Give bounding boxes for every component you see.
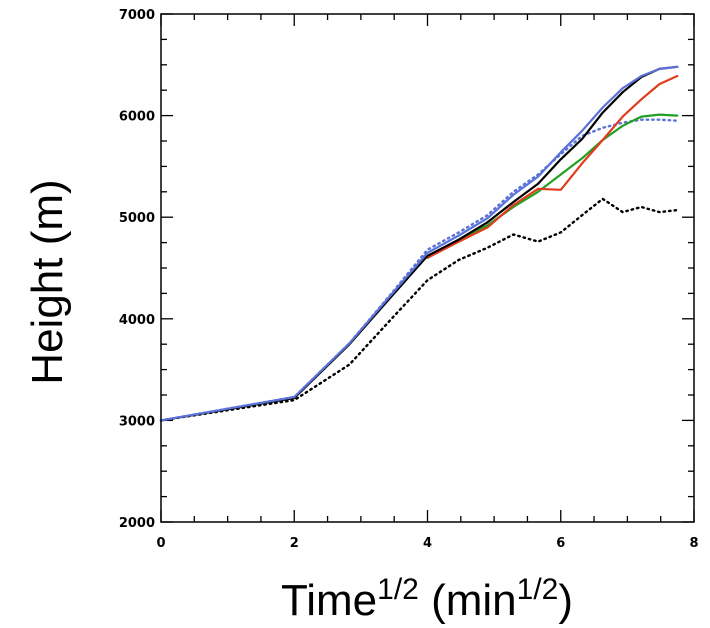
series-line-4 [426,74,679,259]
series-line-6 [159,65,679,422]
y-tick-label: 6000 [119,110,155,125]
series-line-3 [426,113,679,259]
x-axis-title-close: ) [558,576,573,625]
y-tick-label: 5000 [119,211,155,226]
x-tick-label: 6 [556,536,565,551]
y-tick-label: 4000 [119,313,155,328]
x-axis-title-base: Time [281,576,377,625]
x-axis-title: Time1/2 (min1/2) [281,573,573,625]
series-line-2 [159,118,679,422]
plot-frame [160,13,695,523]
y-tick-label: 2000 [119,516,155,531]
series-line-1 [159,197,679,422]
x-axis-title-sup: 1/2 [377,573,419,606]
x-tick-label: 0 [156,536,165,551]
x-axis-title-open: (min [419,576,517,625]
y-tick-label: 7000 [119,8,155,23]
series-group [159,65,679,422]
tick-labels: 0 2 4 6 8 2000 3000 4000 5000 6000 7000 [119,8,699,551]
y-tick-label: 3000 [119,414,155,429]
x-axis-title-unit-sup: 1/2 [517,573,559,606]
x-tick-label: 4 [423,536,432,551]
x-tick-label: 8 [689,536,698,551]
axis-ticks [160,13,695,523]
y-axis-title: Height (m) [23,179,72,384]
series-line-5 [159,65,679,422]
x-tick-label: 2 [290,536,299,551]
